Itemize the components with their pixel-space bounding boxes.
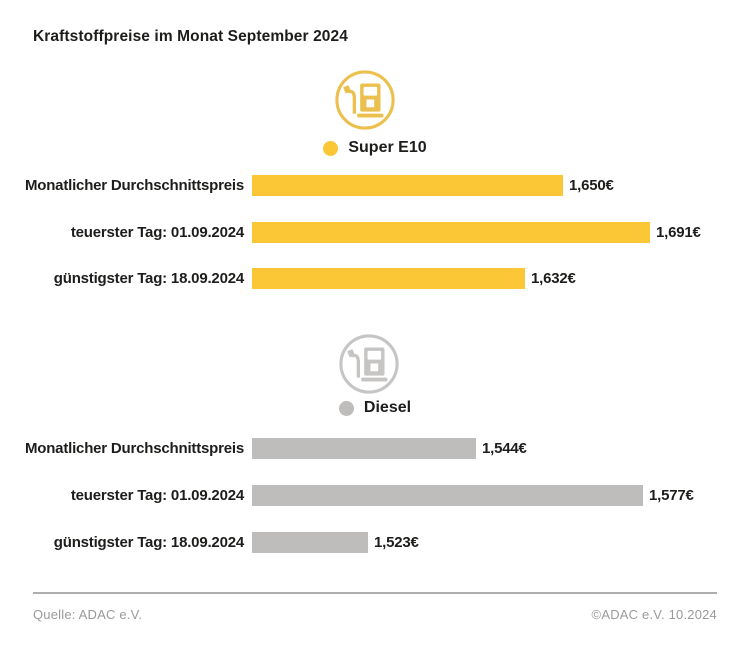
legend-dot-e10 [323, 140, 339, 156]
bar-diesel-max [252, 485, 643, 506]
bar-label: Monatlicher Durchschnittspreis [24, 177, 244, 194]
legend-label-diesel: Diesel [363, 399, 412, 416]
legend-label-e10: Super E10 [348, 139, 427, 156]
bar-label: teuerster Tag: 01.09.2024 [70, 487, 244, 504]
footer-divider [33, 592, 717, 594]
bar-e10-average [252, 175, 563, 196]
bar-row-e10-average: Monatlicher Durchschnittspreis 1,650€ [0, 175, 750, 196]
bar-diesel-min [252, 532, 368, 553]
bar-label: günstigster Tag: 18.09.2024 [53, 270, 244, 287]
bar-row-e10-max: teuerster Tag: 01.09.2024 1,691€ [0, 222, 750, 243]
bar-row-diesel-min: günstigster Tag: 18.09.2024 1,523€ [0, 532, 750, 553]
footer-source: Quelle: ADAC e.V. [33, 607, 143, 622]
bar-value: 1,691€ [656, 224, 701, 241]
bar-label: teuerster Tag: 01.09.2024 [70, 224, 244, 241]
legend-diesel: Diesel [0, 399, 750, 417]
bar-e10-min [252, 268, 525, 289]
bar-value: 1,577€ [649, 487, 694, 504]
fuel-pump-icon [338, 333, 400, 395]
bar-value: 1,650€ [569, 177, 614, 194]
bar-label: Monatlicher Durchschnittspreis [24, 440, 244, 457]
fuel-pump-icon [334, 69, 396, 131]
footer-copyright: ©ADAC e.V. 10.2024 [591, 607, 717, 622]
bar-value: 1,632€ [531, 270, 576, 287]
bar-row-diesel-max: teuerster Tag: 01.09.2024 1,577€ [0, 485, 750, 506]
bar-value: 1,523€ [374, 534, 419, 551]
legend-super-e10: Super E10 [0, 139, 750, 157]
bar-diesel-average [252, 438, 476, 459]
bar-row-e10-min: günstigster Tag: 18.09.2024 1,632€ [0, 268, 750, 289]
bar-row-diesel-average: Monatlicher Durchschnittspreis 1,544€ [0, 438, 750, 459]
bar-e10-max [252, 222, 650, 243]
page-title: Kraftstoffpreise im Monat September 2024 [33, 28, 348, 45]
legend-dot-diesel [338, 400, 354, 416]
bar-label: günstigster Tag: 18.09.2024 [53, 534, 244, 551]
bar-value: 1,544€ [482, 440, 527, 457]
